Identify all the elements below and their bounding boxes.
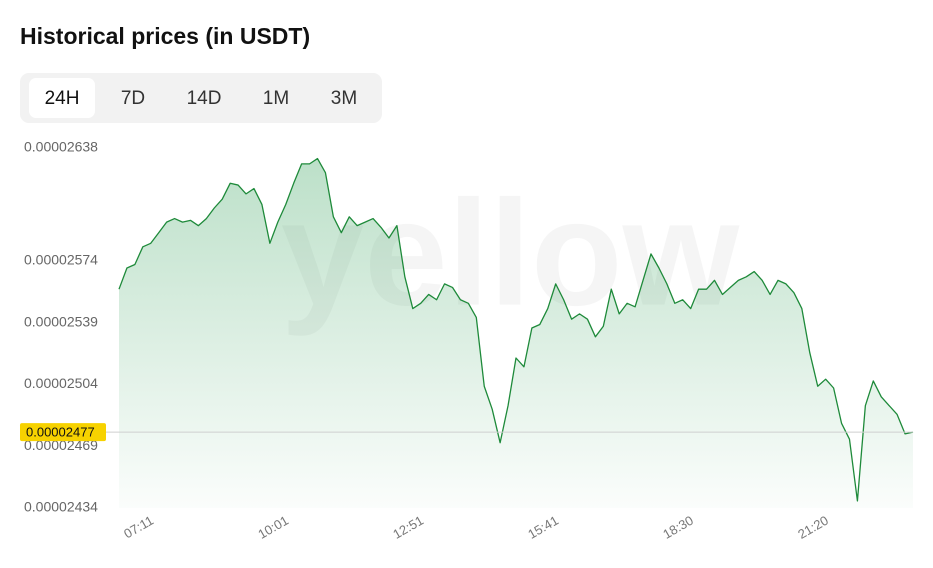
x-tick-label: 18:30: [660, 513, 696, 542]
y-tick-label: 0.00002504: [24, 375, 98, 391]
tab[interactable]: 3M: [331, 88, 357, 109]
x-tick-label: 21:20: [795, 513, 831, 542]
tab-bar: [20, 73, 382, 123]
tab[interactable]: 7D: [121, 88, 145, 109]
price-area: [119, 158, 913, 508]
tab[interactable]: 24H: [45, 88, 80, 109]
tab[interactable]: 1M: [263, 88, 289, 109]
x-tick-label: 15:41: [525, 513, 561, 542]
y-tick-label: 0.00002574: [24, 252, 98, 268]
x-tick-label: 07:11: [121, 513, 156, 542]
y-tick-label: 0.00002539: [24, 313, 98, 329]
tab-selected-bg[interactable]: [29, 78, 95, 118]
price-line: [118, 157, 914, 502]
x-tick-label: 12:51: [390, 513, 426, 542]
y-tick-label: 0.00002638: [24, 139, 98, 155]
current-price-label: 0.00002477: [26, 425, 95, 440]
current-price-badge: [20, 423, 106, 442]
x-tick-label: 10:01: [255, 513, 291, 542]
y-tick-label: 0.00002434: [24, 499, 98, 515]
tab[interactable]: 14D: [187, 88, 222, 109]
title: Historical prices (in USDT): [20, 23, 310, 49]
